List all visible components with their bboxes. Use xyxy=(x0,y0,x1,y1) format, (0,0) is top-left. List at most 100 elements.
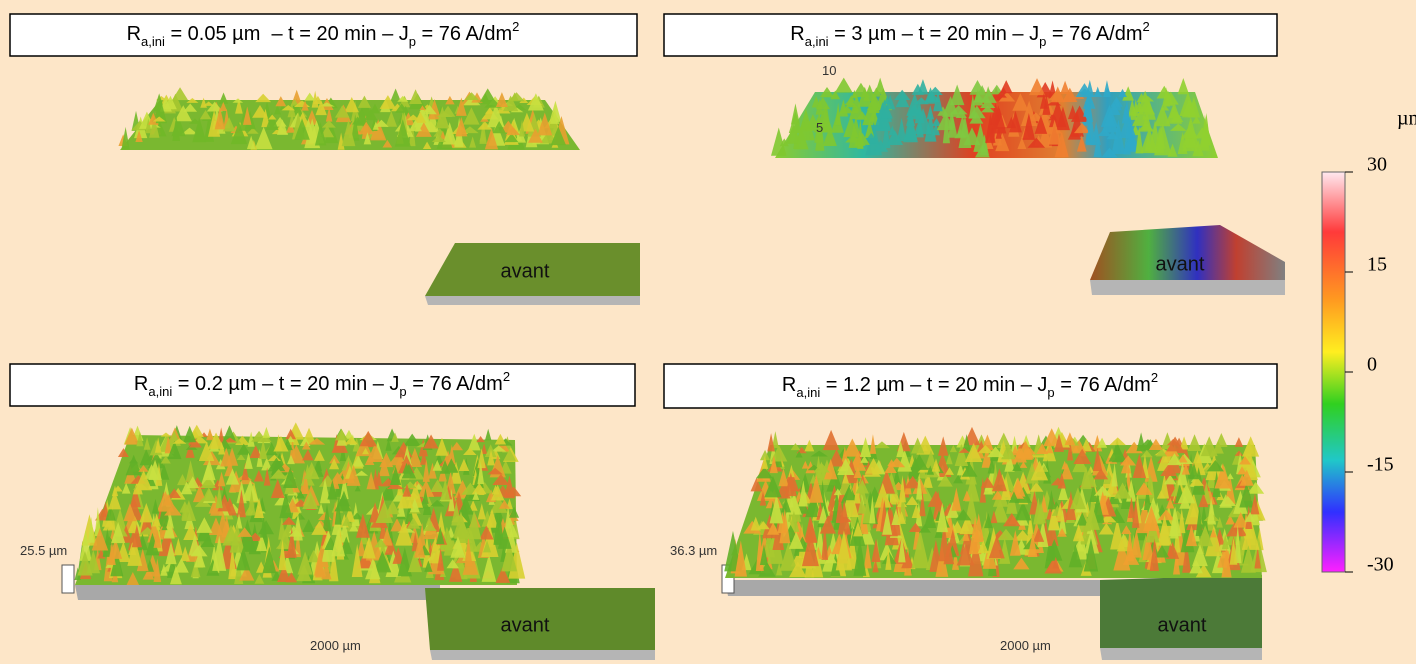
surface-peak xyxy=(1155,448,1168,457)
surface-peak xyxy=(236,489,246,518)
surface-peak xyxy=(252,104,268,118)
surface-peak xyxy=(160,455,171,464)
surface-peak xyxy=(1076,134,1087,152)
surface-peak xyxy=(423,434,439,449)
surface-peak xyxy=(860,455,869,463)
surface-peak xyxy=(1215,433,1228,447)
title-part: a,ini xyxy=(141,34,165,49)
surface-peak xyxy=(445,95,455,105)
colorbar xyxy=(1321,171,1346,573)
surface-peak xyxy=(1047,119,1062,145)
surface-peak xyxy=(277,528,293,550)
title-part: 2 xyxy=(1151,370,1158,385)
surface-peak xyxy=(1047,489,1056,510)
surface-peak xyxy=(334,494,352,512)
surface-peak xyxy=(898,475,906,503)
surface-peak xyxy=(277,564,291,582)
surface-peak xyxy=(385,111,398,127)
surface-peak xyxy=(455,97,467,116)
surface-peak xyxy=(108,541,116,566)
surface-peak xyxy=(911,437,925,454)
surface-peak xyxy=(1121,525,1132,535)
surface-peak xyxy=(471,92,483,103)
surface-peak xyxy=(926,105,935,120)
surface-peak xyxy=(503,95,519,112)
surface-peak xyxy=(755,467,773,479)
surface-peak xyxy=(916,115,924,138)
surface-peak xyxy=(988,534,1005,559)
surface-peak xyxy=(905,496,919,505)
surface-peak xyxy=(761,455,769,469)
surface-peak xyxy=(232,98,244,103)
surface-peak xyxy=(331,528,346,557)
surface-peak xyxy=(937,474,953,487)
surface-peak xyxy=(924,505,937,529)
surface-peak xyxy=(822,429,840,451)
surface-peak xyxy=(864,120,875,139)
title-part: p xyxy=(1039,34,1046,49)
surface-peak xyxy=(1166,497,1175,509)
surface-peak xyxy=(403,433,421,447)
surface-peak xyxy=(74,567,81,581)
surface-peak xyxy=(415,122,432,137)
surface-peak xyxy=(228,545,237,580)
surface-peak xyxy=(239,565,255,581)
surface-peak xyxy=(147,452,166,469)
surface-peak xyxy=(203,459,216,481)
surface-peak xyxy=(366,471,376,490)
surface-peak xyxy=(1132,99,1139,117)
surface-peak xyxy=(1173,549,1181,575)
surface-peak xyxy=(1012,93,1029,111)
surface-peak xyxy=(1143,505,1160,532)
surface-peak xyxy=(390,88,401,101)
surface-peak xyxy=(327,479,338,500)
surface-peak xyxy=(825,552,837,564)
surface-peak xyxy=(1052,556,1060,569)
surface-peak xyxy=(1140,127,1159,154)
surface-peak xyxy=(477,121,493,130)
surface-peak xyxy=(949,444,957,453)
title-part: = 0.2 µm – t = 20 min – J xyxy=(172,373,399,395)
surface-peak xyxy=(1008,491,1019,503)
surface-peak xyxy=(1142,99,1157,120)
surface-peak xyxy=(379,452,394,468)
surface-peak xyxy=(158,497,171,527)
surface-peak xyxy=(491,445,507,452)
surface-peak xyxy=(501,540,518,572)
surface-peak xyxy=(356,538,366,557)
surface-peak xyxy=(790,443,801,451)
surface-peak xyxy=(1083,538,1099,572)
surface-peak xyxy=(788,464,795,478)
surface-peak xyxy=(113,485,123,492)
surface-peak xyxy=(249,445,262,459)
surface-peak xyxy=(1189,504,1198,518)
surface-peak xyxy=(448,560,463,582)
surface-peak xyxy=(237,527,253,537)
surface-peak xyxy=(422,523,437,531)
surface-peak xyxy=(409,525,421,544)
surface-peak xyxy=(837,458,855,476)
surface-peak xyxy=(771,431,779,448)
surface-peak xyxy=(129,485,141,508)
surface-peak xyxy=(969,80,986,95)
surface-peak xyxy=(317,502,325,514)
surface-peak xyxy=(200,477,217,489)
surface-peak xyxy=(320,125,335,138)
surface-peak xyxy=(991,468,1007,492)
surface-peak xyxy=(936,502,949,533)
surface-peak xyxy=(1229,537,1238,565)
surface-peak xyxy=(927,86,943,96)
surface-peak xyxy=(181,127,198,135)
surface-peak xyxy=(1135,125,1144,154)
surface-peak xyxy=(374,538,388,548)
surface-peak xyxy=(164,504,182,516)
surface-peak xyxy=(479,129,486,142)
surface-peak xyxy=(1111,119,1126,154)
surface-peak xyxy=(1136,122,1155,132)
surface-peak xyxy=(1247,465,1259,481)
surface-peak xyxy=(1114,482,1132,499)
surface-peak xyxy=(1192,544,1208,567)
surface-peak xyxy=(302,491,319,510)
surface-peak xyxy=(154,437,162,453)
surface-peak xyxy=(261,108,270,128)
